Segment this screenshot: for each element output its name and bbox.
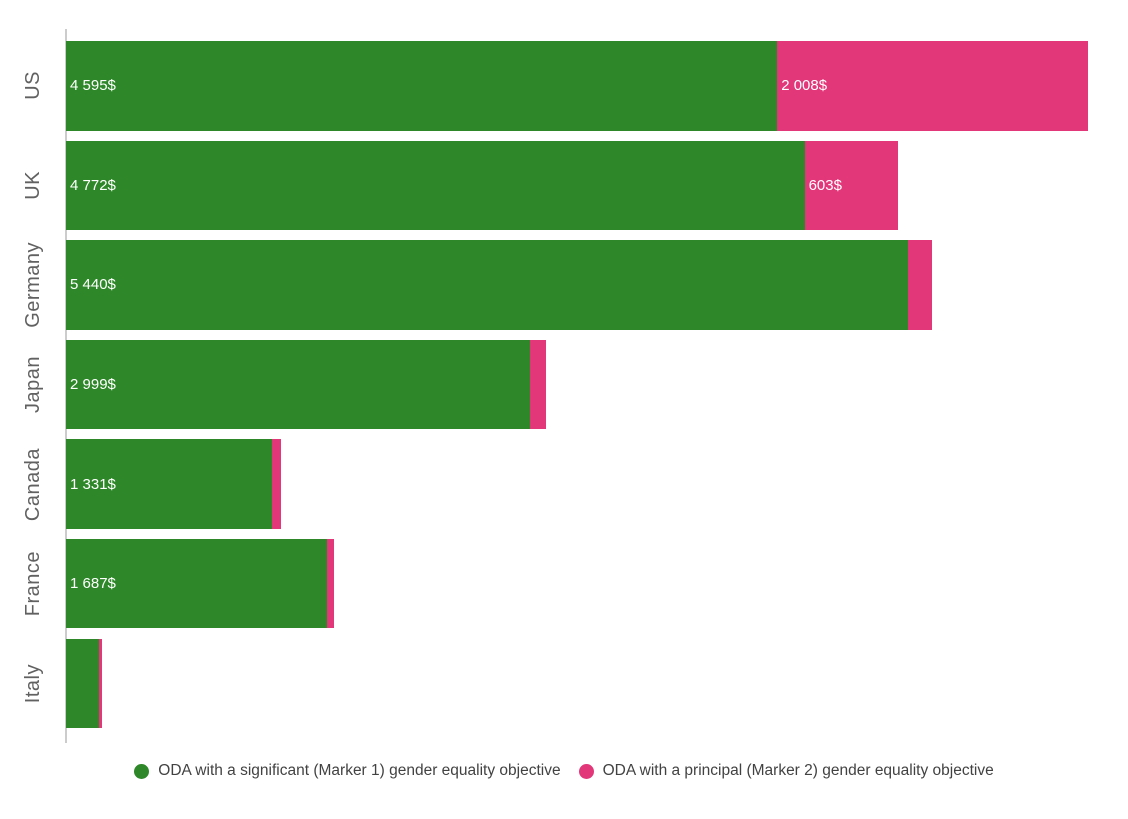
- category-label-cell: US: [0, 41, 66, 131]
- bar-segment-significant-marker1-france[interactable]: 1 687$: [66, 538, 328, 629]
- value-label: 2 008$: [781, 77, 828, 95]
- bar-segment-principal-marker2-uk[interactable]: 603$: [804, 140, 898, 231]
- legend-dot-icon: [578, 763, 594, 779]
- bar-segment-principal-marker2-italy[interactable]: [98, 638, 103, 729]
- bar-track: 2 999$: [66, 339, 1088, 430]
- category-label-cell: France: [0, 539, 66, 629]
- value-label: 4 772$: [70, 176, 116, 194]
- bar-row-france: France 1 687$: [0, 538, 1088, 629]
- bar-row-canada: Canada 1 331$: [0, 439, 1088, 529]
- legend-item-principal-marker2[interactable]: ODA with a principal (Marker 2) gender e…: [578, 762, 994, 780]
- bar-segment-significant-marker1-japan[interactable]: 2 999$: [66, 339, 531, 430]
- bar-segment-significant-marker1-germany[interactable]: 5 440$: [66, 240, 908, 330]
- bar-row-us: US 4 595$ 2 008$: [0, 41, 1088, 131]
- plot-area: US 4 595$ 2 008$ UK 4 772$ 603$ Germany 5 440$ J…: [0, 41, 1088, 738]
- value-label: 1 331$: [70, 475, 116, 493]
- category-label: Germany: [21, 242, 44, 328]
- bar-segment-significant-marker1-italy[interactable]: [66, 638, 99, 729]
- bar-segment-significant-marker1-us[interactable]: 4 595$: [66, 41, 778, 131]
- bar-row-germany: Germany 5 440$: [0, 240, 1088, 330]
- bar-segment-principal-marker2-japan[interactable]: [530, 339, 547, 430]
- bar-segment-significant-marker1-uk[interactable]: 4 772$: [66, 140, 805, 231]
- legend: ODA with a significant (Marker 1) gender…: [0, 762, 1128, 780]
- value-label: 5 440$: [70, 276, 116, 294]
- bar-segment-principal-marker2-germany[interactable]: [907, 240, 932, 330]
- legend-label: ODA with a significant (Marker 1) gender…: [158, 762, 561, 779]
- legend-label: ODA with a principal (Marker 2) gender e…: [602, 762, 994, 779]
- category-label: UK: [21, 170, 44, 200]
- bar-row-uk: UK 4 772$ 603$: [0, 140, 1088, 231]
- bar-segment-significant-marker1-canada[interactable]: 1 331$: [66, 439, 272, 529]
- value-label: 4 595$: [70, 77, 116, 95]
- bar-segment-principal-marker2-france[interactable]: [327, 538, 335, 629]
- category-label: Italy: [21, 663, 44, 703]
- category-label-cell: Japan: [0, 340, 66, 430]
- category-label: US: [21, 71, 44, 101]
- category-label: Canada: [21, 447, 44, 521]
- bar-track: 1 687$: [66, 538, 1088, 629]
- legend-item-significant-marker1[interactable]: ODA with a significant (Marker 1) gender…: [134, 762, 561, 780]
- category-label-cell: Canada: [0, 439, 66, 529]
- legend-dot-icon: [134, 763, 150, 779]
- category-label: Japan: [21, 356, 44, 414]
- bar-track: 4 595$ 2 008$: [66, 41, 1088, 131]
- bar-segment-principal-marker2-canada[interactable]: [272, 439, 281, 529]
- category-label-cell: UK: [0, 141, 66, 231]
- value-label: 603$: [808, 176, 842, 194]
- value-label: 1 687$: [70, 575, 116, 593]
- bar-row-italy: Italy: [0, 638, 1088, 729]
- category-label: France: [21, 551, 44, 617]
- bar-track: 4 772$ 603$: [66, 140, 1088, 231]
- bar-segment-principal-marker2-us[interactable]: 2 008$: [777, 41, 1088, 131]
- bar-row-japan: Japan 2 999$: [0, 339, 1088, 430]
- bar-track: 5 440$: [66, 240, 1088, 330]
- bar-track: [66, 638, 1088, 729]
- category-label-cell: Germany: [0, 240, 66, 330]
- value-label: 2 999$: [70, 376, 116, 394]
- bar-track: 1 331$: [66, 439, 1088, 529]
- category-label-cell: Italy: [0, 639, 66, 729]
